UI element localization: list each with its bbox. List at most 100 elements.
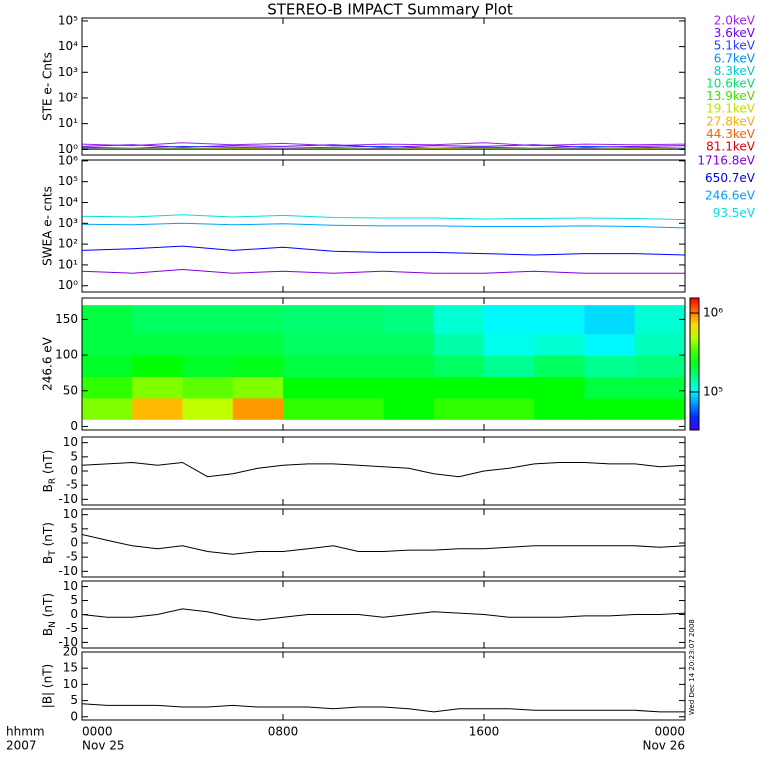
y-label-sub: T	[48, 550, 58, 557]
heatmap-cell	[634, 305, 685, 335]
heatmap-cell	[634, 333, 685, 356]
data-line	[82, 461, 685, 478]
timestamp: Wed Dec 14 20:23:07 2008	[688, 619, 696, 715]
x-tick-label: 0000	[654, 725, 685, 739]
y-axis-label: |B| (nT)	[41, 664, 55, 708]
heatmap-cell	[82, 305, 133, 335]
heatmap-cell	[232, 355, 284, 377]
heatmap-cell	[232, 305, 284, 335]
y-axis-label: BR (nT)	[41, 450, 58, 493]
heatmap-cell	[132, 376, 183, 399]
heatmap-cell	[433, 333, 485, 356]
y-tick-label: 10	[63, 677, 78, 691]
heatmap-cell	[182, 397, 234, 420]
x-date-label: Nov 26	[642, 739, 685, 753]
y-label-sub: N	[48, 621, 58, 628]
heatmap-cell	[283, 355, 334, 377]
y-tick-label: 5	[70, 521, 78, 535]
legend-entry: 1716.8eV	[697, 154, 755, 168]
heatmap-cell	[383, 376, 435, 399]
heatmap-cell	[283, 333, 334, 356]
heatmap-cell	[283, 376, 334, 399]
legend-entry: 246.6eV	[705, 189, 756, 203]
heatmap-cell	[584, 305, 636, 335]
heatmap-cell	[534, 355, 585, 377]
y-tick-label: -5	[66, 550, 78, 564]
panel-frame	[81, 508, 686, 578]
legend-entry: 27.8keV	[706, 114, 756, 128]
y-tick-label: -5	[66, 478, 78, 492]
y-label-main: B	[41, 628, 55, 636]
data-line	[82, 142, 685, 147]
heatmap-cell	[132, 333, 183, 356]
heatmap-cell	[534, 305, 585, 335]
heatmap-cell	[484, 305, 535, 335]
data-line	[82, 703, 685, 713]
heatmap-cell	[383, 355, 435, 377]
legend-entry: 13.9keV	[706, 89, 756, 103]
heatmap-cell	[333, 355, 384, 377]
plot-area	[82, 461, 685, 478]
y-tick-label: 10²	[58, 90, 78, 104]
heatmap-cell	[484, 355, 535, 377]
heatmap-cell	[283, 397, 334, 420]
heatmap-cell	[132, 305, 183, 335]
panel-frame	[81, 297, 686, 431]
y-label-main: B	[41, 484, 55, 492]
y-tick-label: -10	[58, 492, 78, 506]
x-tick-label: 0800	[268, 725, 299, 739]
y-axis-label: BT (nT)	[41, 522, 58, 564]
y-tick-label: 0	[70, 536, 78, 550]
data-line	[82, 608, 685, 621]
data-line	[82, 534, 685, 555]
y-tick-label: -10	[58, 564, 78, 578]
heatmap-cell	[283, 305, 334, 335]
y-tick-label: 20	[63, 645, 78, 659]
y-tick-label: 10⁰	[58, 142, 78, 156]
y-label-unit: (nT)	[41, 522, 55, 546]
y-tick-label: 10⁵	[58, 13, 78, 27]
legend-entry: 44.3keV	[706, 127, 756, 141]
y-tick-label: 10¹	[58, 257, 78, 271]
plot-area	[82, 608, 685, 621]
data-line	[82, 145, 685, 149]
legend-entry: 19.1keV	[706, 102, 756, 116]
panel-frame	[81, 159, 686, 293]
y-label-sub: R	[48, 478, 58, 484]
y-tick-label: 50	[63, 383, 78, 397]
x-axis-label: 2007	[6, 739, 37, 753]
legend-entry: 3.6keV	[714, 26, 756, 40]
colorbar	[689, 297, 700, 431]
y-tick-label: 10¹	[58, 116, 78, 130]
y-label-unit: (nT)	[41, 593, 55, 617]
heatmap-cell	[584, 397, 636, 420]
legend-entry: 2.0keV	[714, 14, 756, 28]
legend-entry: 650.7eV	[705, 171, 756, 185]
heatmap-cell	[232, 376, 284, 399]
y-tick-label: 0	[70, 607, 78, 621]
data-line	[82, 144, 685, 148]
y-tick-label: 5	[70, 449, 78, 463]
y-label-main: B	[41, 556, 55, 564]
x-tick-label: 0000	[82, 725, 113, 739]
y-tick-label: 0	[70, 709, 78, 723]
x-date-label: Nov 25	[82, 739, 125, 753]
panel-frame	[81, 580, 686, 649]
heatmap-cell	[433, 355, 485, 377]
y-tick-label: 10⁴	[58, 195, 78, 209]
y-axis-label: STE e- Cnts	[41, 52, 55, 121]
y-tick-label: -10	[58, 635, 78, 649]
plot-area	[82, 305, 685, 420]
heatmap-cell	[584, 333, 636, 356]
y-tick-label: 10⁰	[58, 278, 78, 292]
heatmap-cell	[82, 397, 133, 420]
data-line	[82, 222, 685, 229]
plot-area	[82, 703, 685, 713]
heatmap-cell	[182, 355, 234, 377]
heatmap-cell	[232, 397, 284, 420]
legend-entry: 6.7keV	[714, 51, 756, 65]
plot-area	[82, 142, 685, 150]
plot-area	[82, 214, 685, 274]
heatmap-cell	[182, 376, 234, 399]
